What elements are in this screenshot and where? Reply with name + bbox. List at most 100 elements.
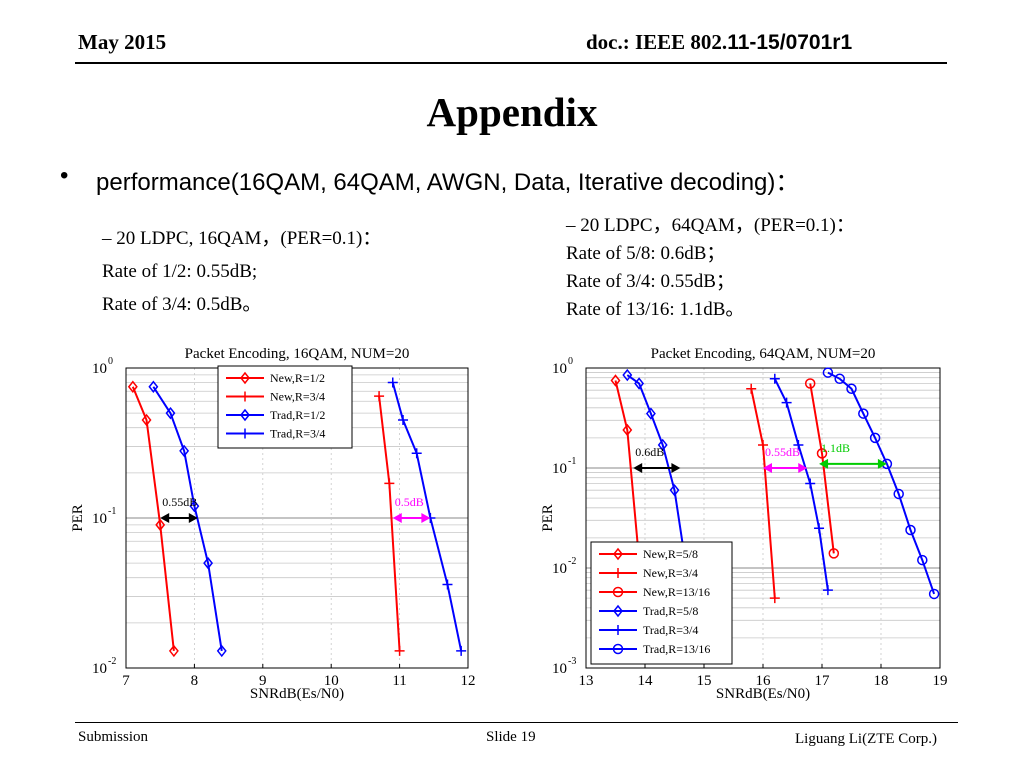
data-point (216, 644, 227, 658)
chart-title: Packet Encoding, 16QAM, NUM=20 (185, 346, 410, 362)
data-point (645, 407, 656, 420)
y-tick-label: 10 (92, 511, 107, 527)
footer-author: Liguang Li(ZTE Corp.) (795, 731, 938, 747)
doc-id-suffix: 11-15/0701r1 (727, 31, 853, 54)
data-point (805, 478, 816, 489)
data-point (928, 588, 940, 600)
bullet-text: performance(16QAM, 64QAM, AWGN, Data, It… (96, 169, 800, 196)
slide-title: Appendix (426, 89, 598, 135)
y-tick-label: 10 (92, 661, 107, 677)
data-point (148, 380, 159, 393)
data-point (456, 645, 467, 656)
annotation-arrowhead (798, 463, 808, 473)
legend-marker (612, 586, 624, 598)
series-new-r-3-4 (374, 391, 405, 656)
data-point (657, 438, 668, 452)
y-axis-label: PER (70, 504, 86, 532)
y-tick-exponent: -2 (568, 556, 576, 567)
left-block-line: Rate of 3/4: 0.5dB。 (102, 294, 262, 315)
data-point (622, 423, 633, 437)
annotation-arrowhead (763, 463, 772, 473)
data-point (179, 444, 190, 458)
data-point (758, 439, 768, 450)
annotation-label: 0.6dB (635, 445, 664, 459)
right-block-line: Rate of 13/16: 1.1dB。 (566, 299, 745, 320)
x-tick-label: 8 (191, 673, 199, 689)
data-point (822, 585, 833, 596)
y-axis-label: PER (540, 504, 556, 532)
left-block-line: Rate of 1/2: 0.55dB; (102, 261, 258, 282)
legend-marker (613, 625, 623, 635)
annotation-arrowhead (877, 458, 887, 469)
legend-box (590, 541, 733, 665)
legend-label: Trad,R=1/2 (270, 408, 325, 422)
x-tick-label: 15 (697, 673, 712, 689)
x-tick-label: 14 (638, 673, 654, 689)
annotation-arrowhead (671, 463, 681, 473)
data-point (442, 579, 453, 590)
y-tick-exponent: 0 (108, 356, 113, 367)
data-point (634, 377, 645, 390)
series-line (131, 386, 175, 652)
data-point (834, 373, 845, 385)
legend-label: Trad,R=3/4 (270, 427, 325, 441)
legend-label: New,R=3/4 (270, 390, 325, 404)
annotation-label: 1.1dB (821, 441, 850, 455)
data-point (394, 645, 405, 656)
y-tick-exponent: -2 (108, 656, 116, 667)
data-point (781, 397, 792, 408)
data-point (610, 374, 621, 387)
series-line (614, 380, 641, 561)
series-line (809, 383, 835, 554)
annotation-label: 0.55dB (765, 445, 800, 459)
x-tick-label: 12 (461, 673, 476, 689)
data-point (917, 554, 928, 566)
annotation-arrowhead (421, 513, 431, 523)
annotation-arrowhead (188, 513, 198, 523)
data-point (387, 377, 398, 388)
y-tick-exponent: 0 (568, 356, 573, 367)
series-trad-r-3-4 (769, 373, 833, 596)
right-text-block: – 20 LDPC，64QAM，(PER=0.1)： Rate of 5/8: … (566, 212, 855, 324)
series-new-r-3-4 (746, 383, 780, 604)
series-trad-r-3-4 (387, 377, 467, 656)
data-point (155, 518, 166, 532)
legend-label: New,R=13/16 (643, 585, 710, 599)
legend-marker (612, 643, 624, 655)
data-point (905, 524, 916, 536)
data-point (769, 593, 780, 604)
x-tick-label: 16 (756, 673, 772, 689)
x-axis-label: SNRdB(Es/N0) (716, 686, 810, 702)
right-block-line: Rate of 3/4: 0.55dB； (566, 271, 735, 292)
legend-label: Trad,R=3/4 (643, 623, 698, 637)
x-tick-label: 18 (874, 673, 889, 689)
y-tick-label: 10 (552, 661, 567, 677)
data-point (203, 556, 214, 570)
data-point (384, 478, 395, 489)
annotation-label: 0.55dB (162, 495, 197, 509)
data-point (168, 644, 179, 658)
data-point (846, 383, 857, 395)
legend-marker (240, 428, 250, 439)
y-tick-exponent: -3 (568, 656, 576, 667)
data-point (374, 391, 385, 402)
footer-submission: Submission (78, 729, 149, 745)
legend-marker (613, 547, 623, 561)
footer-slide-number: Slide 19 (486, 729, 536, 745)
data-point (814, 523, 825, 534)
series-trad-r-13-16 (822, 367, 940, 600)
data-point (189, 499, 200, 513)
data-point (804, 378, 816, 389)
legend-marker (240, 408, 250, 422)
series-line (391, 382, 463, 652)
x-tick-label: 10 (324, 673, 339, 689)
legend-marker (240, 391, 250, 402)
annotation-arrowhead (392, 513, 402, 523)
data-point (893, 488, 904, 500)
series-line (378, 395, 401, 651)
legend-label: New,R=1/2 (270, 371, 325, 385)
y-tick-label: 10 (92, 361, 107, 377)
left-text-block: – 20 LDPC, 16QAM，(PER=0.1)： Rate of 1/2:… (102, 222, 381, 321)
data-point (411, 448, 422, 459)
annotation-label: 0.5dB (395, 495, 424, 509)
